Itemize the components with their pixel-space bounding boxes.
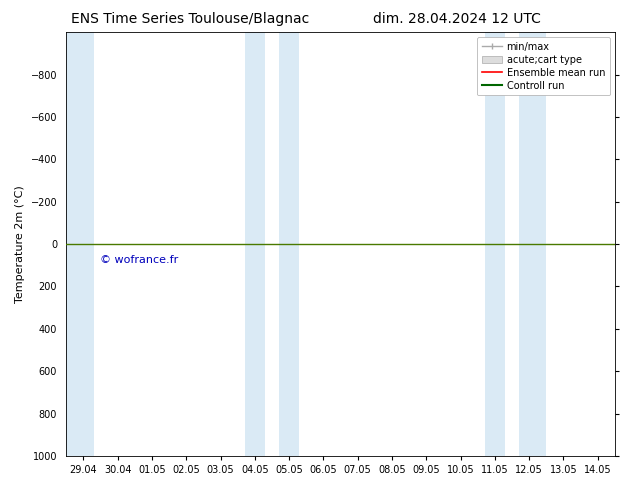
Bar xyxy=(245,32,265,456)
Legend: min/max, acute;cart type, Ensemble mean run, Controll run: min/max, acute;cart type, Ensemble mean … xyxy=(477,37,610,96)
Text: ENS Time Series Toulouse/Blagnac: ENS Time Series Toulouse/Blagnac xyxy=(71,12,309,26)
Bar xyxy=(66,32,94,456)
Text: © wofrance.fr: © wofrance.fr xyxy=(101,255,179,265)
Y-axis label: Temperature 2m (°C): Temperature 2m (°C) xyxy=(15,185,25,303)
Bar xyxy=(279,32,299,456)
Bar xyxy=(484,32,505,456)
Text: dim. 28.04.2024 12 UTC: dim. 28.04.2024 12 UTC xyxy=(373,12,540,26)
Bar xyxy=(519,32,547,456)
